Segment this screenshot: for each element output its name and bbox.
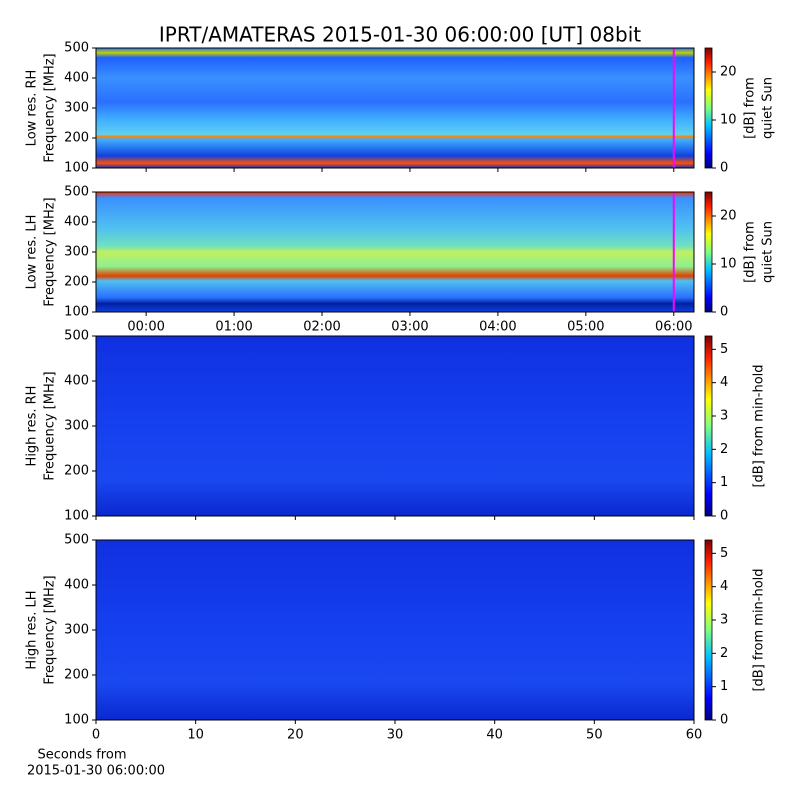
x-tick-label: 06:00 <box>655 320 692 335</box>
y-tick-label: 400 <box>64 71 89 86</box>
colorbar-tick-label: 2 <box>720 646 728 661</box>
y-tick-label: 100 <box>64 713 89 728</box>
x-axis-label: 2015-01-30 06:00:00 <box>27 764 165 779</box>
colorbar-label: [dB] from <box>743 221 758 283</box>
spectrogram <box>96 540 694 720</box>
y-tick-label: 200 <box>64 131 89 146</box>
x-tick-label: 04:00 <box>479 320 516 335</box>
colorbar-tick-label: 2 <box>720 442 728 457</box>
x-tick-label: 03:00 <box>391 320 428 335</box>
chart-title: IPRT/AMATERAS 2015-01-30 06:00:00 [UT] 0… <box>159 23 641 47</box>
y-axis-label: High res. RH <box>25 386 40 467</box>
y-axis-label: Low res. RH <box>25 70 40 147</box>
colorbar-label: quiet Sun <box>761 77 776 139</box>
colorbar-tick-label: 1 <box>720 679 728 694</box>
y-tick-label: 400 <box>64 215 89 230</box>
y-tick-label: 200 <box>64 668 89 683</box>
spectrogram <box>96 48 694 168</box>
spectrogram <box>96 336 694 516</box>
colorbar-tick-label: 5 <box>720 546 728 561</box>
x-tick-label: 02:00 <box>303 320 340 335</box>
x-axis-label: Seconds from <box>37 748 126 763</box>
y-tick-label: 100 <box>64 161 89 176</box>
y-tick-label: 100 <box>64 509 89 524</box>
x-tick-label: 01:00 <box>215 320 252 335</box>
y-axis-label: Frequency [MHz] <box>43 575 58 684</box>
colorbar-label: [dB] from min-hold <box>752 568 767 691</box>
y-axis-label: Frequency [MHz] <box>43 371 58 480</box>
y-tick-label: 400 <box>64 578 89 593</box>
y-tick-label: 400 <box>64 374 89 389</box>
x-tick-label: 30 <box>387 728 404 743</box>
y-axis-label: Frequency [MHz] <box>43 197 58 306</box>
x-tick-label: 50 <box>586 728 603 743</box>
x-tick-label: 05:00 <box>567 320 604 335</box>
y-tick-label: 200 <box>64 464 89 479</box>
colorbar-tick-label: 3 <box>720 409 728 424</box>
colorbar <box>704 335 713 517</box>
colorbar <box>704 47 713 169</box>
colorbar-label: quiet Sun <box>761 221 776 283</box>
y-tick-label: 500 <box>64 41 89 56</box>
y-tick-label: 300 <box>64 419 89 434</box>
y-tick-label: 300 <box>64 623 89 638</box>
colorbar-tick-label: 3 <box>720 613 728 628</box>
colorbar-tick-label: 1 <box>720 475 728 490</box>
colorbar-tick-label: 0 <box>720 305 728 320</box>
x-tick-label: 40 <box>486 728 503 743</box>
colorbar-tick-label: 10 <box>720 113 737 128</box>
colorbar-tick-label: 5 <box>720 342 728 357</box>
colorbar <box>704 191 713 313</box>
colorbar-tick-label: 20 <box>720 209 737 224</box>
colorbar-tick-label: 0 <box>720 713 728 728</box>
colorbar-label: [dB] from <box>743 77 758 139</box>
y-tick-label: 300 <box>64 101 89 116</box>
spectrogram <box>96 192 694 312</box>
colorbar <box>704 539 713 721</box>
colorbar-tick-label: 0 <box>720 509 728 524</box>
x-tick-label: 0 <box>92 728 100 743</box>
x-tick-label: 60 <box>686 728 703 743</box>
x-tick-label: 10 <box>187 728 204 743</box>
y-tick-label: 200 <box>64 275 89 290</box>
colorbar-tick-label: 0 <box>720 161 728 176</box>
y-tick-label: 500 <box>64 329 89 344</box>
x-tick-label: 00:00 <box>127 320 164 335</box>
colorbar-label: [dB] from min-hold <box>752 364 767 487</box>
colorbar-tick-label: 10 <box>720 257 737 272</box>
y-axis-label: Frequency [MHz] <box>43 53 58 162</box>
y-axis-label: High res. LH <box>25 590 40 669</box>
y-axis-label: Low res. LH <box>25 215 40 290</box>
y-tick-label: 100 <box>64 305 89 320</box>
colorbar-tick-label: 4 <box>720 375 728 390</box>
y-tick-label: 500 <box>64 185 89 200</box>
colorbar-tick-label: 20 <box>720 65 737 80</box>
y-tick-label: 500 <box>64 533 89 548</box>
colorbar-tick-label: 4 <box>720 579 728 594</box>
x-tick-label: 20 <box>287 728 304 743</box>
y-tick-label: 300 <box>64 245 89 260</box>
